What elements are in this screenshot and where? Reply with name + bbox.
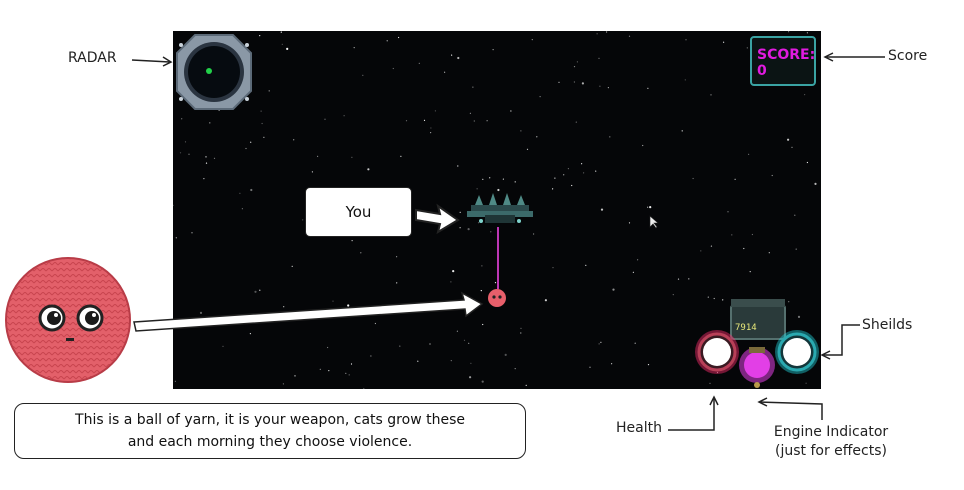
radar-annotation: RADAR xyxy=(68,50,117,66)
caption-line-2: and each morning they choose violence. xyxy=(127,434,413,450)
shields-arrow xyxy=(823,324,860,356)
you-label-box: You xyxy=(305,187,412,237)
score-annotation: Score xyxy=(888,48,928,64)
health-annotation: Health xyxy=(616,420,662,436)
yarn-ball-icon xyxy=(488,289,506,307)
engine-arrow xyxy=(759,401,823,420)
score-label: SCORE: xyxy=(757,47,816,63)
yarn-caption: This is a ball of yarn, it is your weapo… xyxy=(14,403,526,459)
starfield xyxy=(173,31,817,389)
health-arrow xyxy=(668,398,715,431)
engine-annotation: Engine Indicator (just for effects) xyxy=(756,423,906,461)
shield-orb-icon xyxy=(779,336,819,376)
game-viewport[interactable]: 7914 xyxy=(173,31,821,389)
engine-orb-icon xyxy=(741,351,771,381)
yarn-tether-beam xyxy=(497,227,499,289)
radar-icon xyxy=(176,34,252,110)
engine-readout: 7914 xyxy=(735,323,757,333)
radar-arrow xyxy=(131,59,171,63)
shields-annotation: Sheilds xyxy=(862,317,913,333)
mouse-cursor-icon xyxy=(649,215,659,229)
engine-annotation-line2: (just for effects) xyxy=(775,443,887,459)
score-panel: SCORE: 0 xyxy=(750,36,816,86)
caption-line-1: This is a ball of yarn, it is your weapo… xyxy=(75,412,465,428)
status-hud xyxy=(695,299,819,388)
you-label: You xyxy=(345,203,372,221)
health-orb-icon xyxy=(699,336,739,376)
score-value: 0 xyxy=(757,63,767,79)
engine-annotation-line1: Engine Indicator xyxy=(773,424,889,440)
yarn-ball-illustration xyxy=(5,257,131,383)
player-ship-icon xyxy=(467,193,533,223)
